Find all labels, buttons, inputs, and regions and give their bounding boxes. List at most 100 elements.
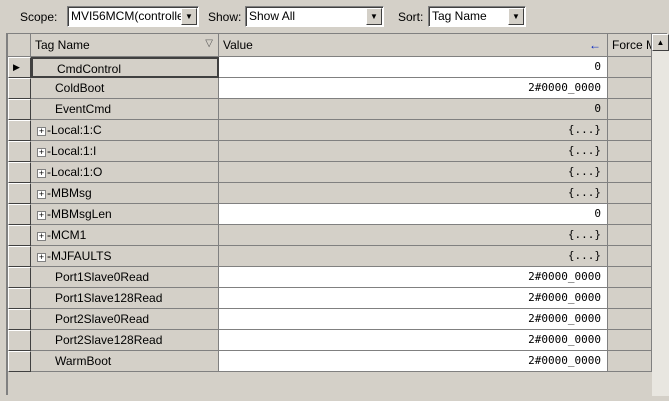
tag-name-cell[interactable]: + -MBMsgLen xyxy=(31,204,219,225)
arrow-left-icon[interactable]: ← xyxy=(589,38,601,52)
show-dropdown[interactable]: Show All ▼ xyxy=(245,6,384,27)
value-cell[interactable]: 0 xyxy=(219,204,608,225)
sort-label: Sort: xyxy=(398,10,424,24)
tag-name-cell[interactable]: EventCmd xyxy=(31,99,219,120)
table-row[interactable]: + -Local:1:O {...} xyxy=(8,162,652,183)
force-mask-cell[interactable] xyxy=(608,288,652,309)
table-row[interactable]: + -MBMsgLen 0 xyxy=(8,204,652,225)
expand-icon[interactable]: + xyxy=(37,126,46,136)
expand-icon[interactable]: + xyxy=(37,147,46,157)
tag-name-cell[interactable]: + -Local:1:I xyxy=(31,141,219,162)
force-mask-cell[interactable] xyxy=(608,78,652,99)
value-cell[interactable]: 2#0000_0000 xyxy=(219,309,608,330)
tag-name-cell[interactable]: + -MCM1 xyxy=(31,225,219,246)
tag-name-cell[interactable]: Port2Slave128Read xyxy=(31,330,219,351)
table-row[interactable]: + -Local:1:I {...} xyxy=(8,141,652,162)
row-selector[interactable] xyxy=(8,120,31,141)
force-mask-cell[interactable] xyxy=(608,57,652,78)
value-cell[interactable]: {...} xyxy=(219,141,608,162)
force-mask-cell[interactable] xyxy=(608,99,652,120)
expand-icon[interactable]: + xyxy=(37,189,46,199)
table-row[interactable]: ColdBoot 2#0000_0000 xyxy=(8,78,652,99)
tag-name-cell[interactable]: ColdBoot xyxy=(31,78,219,99)
value-cell[interactable]: 0 xyxy=(219,99,608,120)
column-header-tag-name[interactable]: Tag Name ▽ xyxy=(31,34,219,57)
value-cell[interactable]: {...} xyxy=(219,225,608,246)
expand-icon[interactable]: + xyxy=(37,252,46,262)
row-selector[interactable] xyxy=(8,351,31,372)
force-mask-cell[interactable] xyxy=(608,351,652,372)
row-selector[interactable] xyxy=(8,267,31,288)
row-selector[interactable] xyxy=(8,78,31,99)
value-cell[interactable]: {...} xyxy=(219,120,608,141)
tag-name-cell[interactable]: + -Local:1:O xyxy=(31,162,219,183)
row-selector[interactable] xyxy=(8,162,31,183)
chevron-down-icon[interactable]: ▼ xyxy=(508,8,524,25)
expand-icon[interactable]: + xyxy=(37,231,46,241)
chevron-down-icon[interactable]: ▼ xyxy=(181,8,197,25)
sort-dropdown[interactable]: Tag Name ▼ xyxy=(428,6,526,27)
tag-name-cell[interactable]: + -Local:1:C xyxy=(31,120,219,141)
column-header-force-mask[interactable]: Force M xyxy=(608,34,652,57)
tag-name-cell[interactable]: WarmBoot xyxy=(31,351,219,372)
table-row[interactable]: + -MBMsg {...} xyxy=(8,183,652,204)
force-mask-cell[interactable] xyxy=(608,120,652,141)
show-label: Show: xyxy=(208,10,242,24)
tag-name: Port1Slave0Read xyxy=(55,270,150,284)
sort-icon[interactable]: ▽ xyxy=(205,38,213,49)
force-mask-cell[interactable] xyxy=(608,162,652,183)
value-cell[interactable]: {...} xyxy=(219,162,608,183)
table-row[interactable]: EventCmd 0 xyxy=(8,99,652,120)
scope-dropdown[interactable]: MVI56MCM(controlle ▼ xyxy=(67,6,199,27)
table-row[interactable]: Port1Slave0Read 2#0000_0000 xyxy=(8,267,652,288)
table-row[interactable]: ▶ CmdControl 0 xyxy=(8,57,652,78)
value-cell[interactable]: 2#0000_0000 xyxy=(219,78,608,99)
expand-icon[interactable]: + xyxy=(37,168,46,178)
table-row[interactable]: + -Local:1:C {...} xyxy=(8,120,652,141)
table-row[interactable]: + -MCM1 {...} xyxy=(8,225,652,246)
vertical-scrollbar[interactable]: ▲ xyxy=(652,34,669,396)
table-row[interactable]: Port2Slave128Read 2#0000_0000 xyxy=(8,330,652,351)
table-row[interactable]: + -MJFAULTS {...} xyxy=(8,246,652,267)
force-mask-cell[interactable] xyxy=(608,246,652,267)
value-cell[interactable]: 2#0000_0000 xyxy=(219,288,608,309)
value-cell[interactable]: 2#0000_0000 xyxy=(219,267,608,288)
value-cell[interactable]: 2#0000_0000 xyxy=(219,351,608,372)
row-selector[interactable]: ▶ xyxy=(8,57,31,78)
force-mask-cell[interactable] xyxy=(608,204,652,225)
tag-name-cell[interactable]: Port2Slave0Read xyxy=(31,309,219,330)
row-selector[interactable] xyxy=(8,288,31,309)
tag-name-cell[interactable]: Port1Slave128Read xyxy=(31,288,219,309)
row-selector[interactable] xyxy=(8,309,31,330)
value-cell[interactable]: {...} xyxy=(219,246,608,267)
table-row[interactable]: Port1Slave128Read 2#0000_0000 xyxy=(8,288,652,309)
row-selector[interactable] xyxy=(8,183,31,204)
row-selector[interactable] xyxy=(8,330,31,351)
table-row[interactable]: Port2Slave0Read 2#0000_0000 xyxy=(8,309,652,330)
row-selector[interactable] xyxy=(8,99,31,120)
row-selector[interactable] xyxy=(8,141,31,162)
force-mask-cell[interactable] xyxy=(608,330,652,351)
column-header-value[interactable]: Value ← xyxy=(219,34,608,57)
value-cell[interactable]: 2#0000_0000 xyxy=(219,330,608,351)
scroll-up-icon[interactable]: ▲ xyxy=(652,34,669,51)
row-selector[interactable] xyxy=(8,225,31,246)
tag-name-cell[interactable]: + -MBMsg xyxy=(31,183,219,204)
force-mask-cell[interactable] xyxy=(608,141,652,162)
scope-label: Scope: xyxy=(20,10,58,24)
tag-name: Port2Slave128Read xyxy=(55,333,163,347)
table-row[interactable]: WarmBoot 2#0000_0000 xyxy=(8,351,652,372)
tag-name-cell[interactable]: Port1Slave0Read xyxy=(31,267,219,288)
force-mask-cell[interactable] xyxy=(608,267,652,288)
tag-name-cell[interactable]: + -MJFAULTS xyxy=(31,246,219,267)
row-selector[interactable] xyxy=(8,246,31,267)
expand-icon[interactable]: + xyxy=(37,210,46,220)
force-mask-cell[interactable] xyxy=(608,183,652,204)
value-cell[interactable]: 0 xyxy=(219,57,608,78)
chevron-down-icon[interactable]: ▼ xyxy=(366,8,382,25)
force-mask-cell[interactable] xyxy=(608,309,652,330)
tag-name-cell[interactable]: CmdControl xyxy=(31,57,219,78)
row-selector[interactable] xyxy=(8,204,31,225)
value-cell[interactable]: {...} xyxy=(219,183,608,204)
force-mask-cell[interactable] xyxy=(608,225,652,246)
